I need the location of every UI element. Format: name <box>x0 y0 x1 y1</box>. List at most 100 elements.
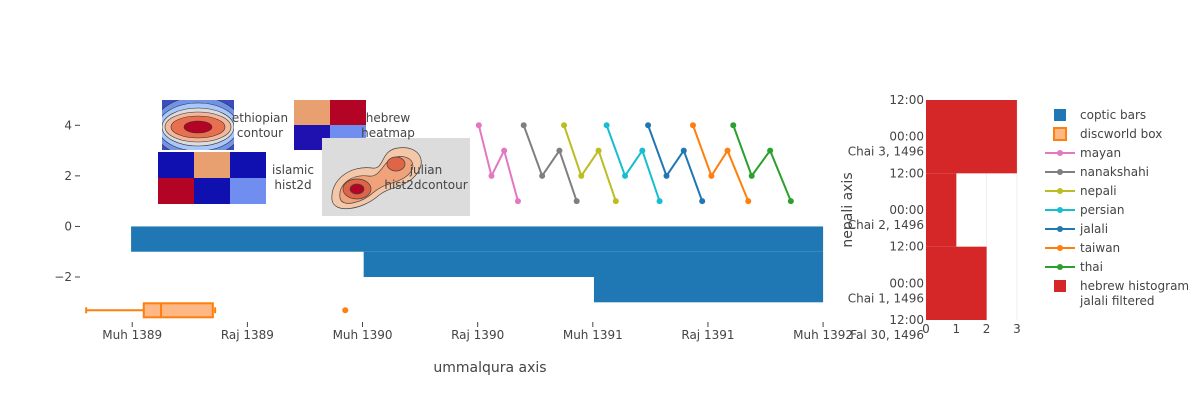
hist-y-axis-title: nepali axis <box>840 172 856 247</box>
hist-y-tick-label: Chai 3, 1496 <box>848 145 924 159</box>
legend-marker <box>1057 169 1063 175</box>
legend-item-discworld-box: discworld box <box>1053 127 1162 141</box>
inset-label: hist2d <box>274 178 311 192</box>
series-point-nepali <box>578 172 585 179</box>
series-point-jalali <box>663 172 670 179</box>
legend-item-taiwan: taiwan <box>1045 241 1120 255</box>
series-point-nanakshahi <box>539 172 546 179</box>
series-point-thai <box>767 147 774 154</box>
x-tick-label: Muh 1389 <box>102 328 162 342</box>
inset-label: heatmap <box>361 126 415 140</box>
hist-x-tick-label: 2 <box>983 322 991 336</box>
series-line-nanakshahi <box>522 124 578 202</box>
series-point-nanakshahi <box>556 147 563 154</box>
series-point-taiwan <box>689 122 696 129</box>
islamic-hist2d-cell <box>194 178 230 204</box>
series-line-mayan <box>477 125 519 202</box>
inset-label: julian <box>409 163 443 177</box>
hebrew-heatmap-cell <box>294 100 330 125</box>
legend-item-nanakshahi: nanakshahi <box>1045 165 1149 179</box>
hist2dcontour-level <box>349 183 365 195</box>
islamic-hist2d-cell <box>158 152 194 178</box>
x-tick-label: Muh 1391 <box>563 328 623 342</box>
legend-marker <box>1057 245 1063 251</box>
histogram-bar <box>926 246 987 320</box>
hist-y-tick-label: 00:00 <box>889 130 924 144</box>
islamic-hist2d-cell <box>230 178 266 204</box>
hist-y-tick-label: 00:00 <box>889 203 924 217</box>
histogram-bar <box>926 173 957 247</box>
legend-item-mayan: mayan <box>1045 146 1121 160</box>
x-tick-label: Muh 1392 <box>793 328 853 342</box>
inset-label: hist2dcontour <box>384 178 467 192</box>
hist-y-tick-label: 12:00 <box>889 240 924 254</box>
series-point-mayan <box>514 198 521 205</box>
series-line-persian <box>605 124 661 202</box>
series-point-taiwan <box>724 147 731 154</box>
series-point-mayan <box>488 172 495 179</box>
legend-marker <box>1057 226 1063 232</box>
legend-label: nepali <box>1080 184 1117 198</box>
series-line-taiwan <box>692 124 750 202</box>
series-point-persian <box>656 198 663 205</box>
hist2dcontour-level <box>386 156 406 172</box>
series-point-nanakshahi <box>573 198 580 205</box>
legend-label: nanakshahi <box>1080 165 1149 179</box>
series-point-persian <box>603 122 610 129</box>
series-point-nepali <box>561 122 568 129</box>
legend-item-persian: persian <box>1045 203 1124 217</box>
hist-x-tick-label: 3 <box>1013 322 1021 336</box>
coptic-bar <box>131 226 824 252</box>
legend-marker <box>1057 264 1063 270</box>
series-point-mayan <box>475 122 482 129</box>
series-point-taiwan <box>708 172 715 179</box>
legend-label: jalali filtered <box>1079 294 1155 308</box>
box-outlier <box>342 307 349 314</box>
hist-y-tick-label: Chai 1, 1496 <box>848 291 924 305</box>
islamic-hist2d-cell <box>158 178 194 204</box>
hist-x-tick-label: 0 <box>922 322 930 336</box>
series-point-thai <box>787 198 794 205</box>
hist-y-tick-label: 12:00 <box>889 166 924 180</box>
y-tick-label: 0 <box>64 219 72 233</box>
legend-label: taiwan <box>1080 241 1120 255</box>
series-point-nepali <box>595 147 602 154</box>
legend-marker <box>1057 188 1063 194</box>
series-point-thai <box>748 172 755 179</box>
hist-y-tick-label: 12:00 <box>889 313 924 327</box>
series-point-nanakshahi <box>520 122 527 129</box>
series-point-thai <box>730 122 737 129</box>
legend-swatch <box>1054 109 1066 121</box>
coptic-bar <box>363 251 824 278</box>
legend-label: persian <box>1080 203 1124 217</box>
histogram-bar <box>926 100 1017 174</box>
hebrew-heatmap-cell <box>330 100 366 125</box>
series-point-persian <box>622 172 629 179</box>
legend-item-coptic-bars: coptic bars <box>1054 108 1146 122</box>
legend-label: thai <box>1080 260 1103 274</box>
hist-y-tick-label: Fal 30, 1496 <box>850 328 924 342</box>
x-axis-title: ummalqura axis <box>433 360 546 376</box>
x-tick-label: Muh 1390 <box>333 328 393 342</box>
hist-y-tick-label: 12:00 <box>889 93 924 107</box>
legend-label: jalali <box>1079 222 1108 236</box>
x-tick-label: Raj 1389 <box>221 328 274 342</box>
legend-swatch <box>1053 127 1067 141</box>
series-line-jalali <box>647 124 704 202</box>
y-tick-label: −2 <box>54 270 72 284</box>
legend: coptic bars discworld box mayan nanakshahi n… <box>1045 108 1189 308</box>
series-point-taiwan <box>745 198 752 205</box>
inset-label: ethiopian <box>232 111 288 125</box>
box-body <box>142 302 214 319</box>
y-tick-label: 4 <box>64 118 72 132</box>
inset-label: islamic <box>272 163 314 177</box>
contour-level <box>183 120 213 134</box>
hist-x-tick-label: 1 <box>952 322 960 336</box>
series-point-jalali <box>645 122 652 129</box>
series-point-nepali <box>612 198 619 205</box>
ethiopian-contour-plot <box>162 100 234 150</box>
series-point-jalali <box>680 147 687 154</box>
series-line-thai <box>732 124 792 202</box>
